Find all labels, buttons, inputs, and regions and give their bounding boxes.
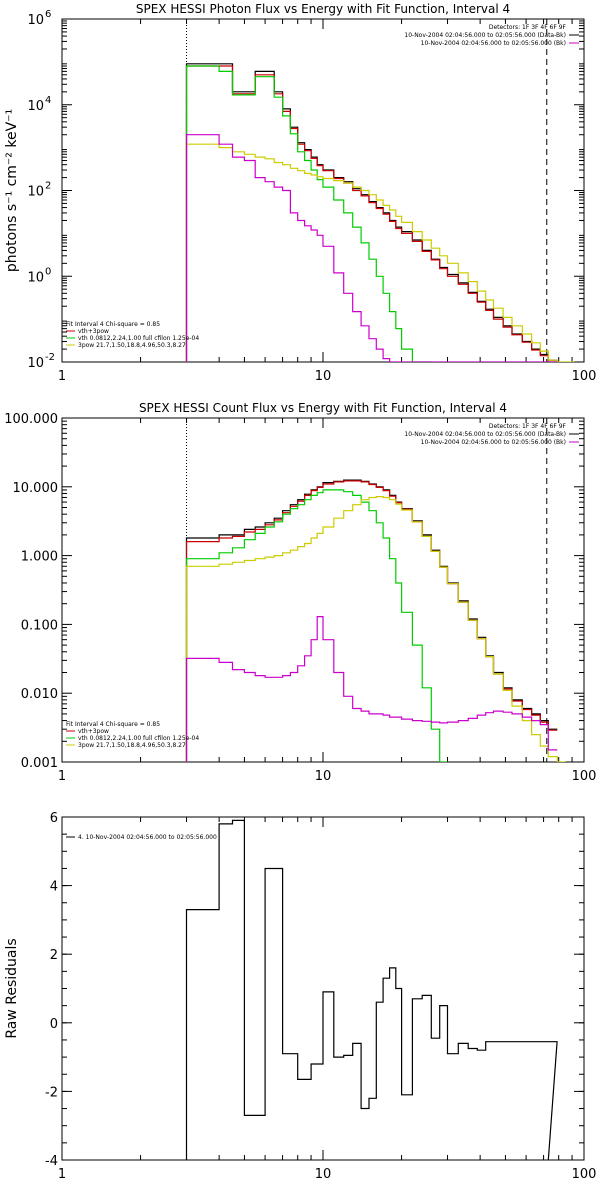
y-tick-label: 0 (50, 1017, 58, 1032)
chart-title: SPEX HESSI Count Flux vs Energy with Fit… (139, 401, 507, 415)
header-text: 10-Nov-2004 02:04:56.000 to 02:05:56.000… (404, 32, 566, 39)
y-tick-label: 0.100 (21, 618, 58, 633)
series-curve-3 (185, 143, 575, 362)
y-tick-label: 2 (50, 948, 58, 963)
x-axis: 1 10 100 (58, 19, 597, 384)
x-axis: 1 10 100 (58, 817, 597, 1182)
y-tick-label: -2 (45, 1085, 58, 1100)
x-tick-label: 1 (58, 1167, 66, 1182)
y-tick-exponent: 0 (45, 266, 51, 277)
legend-text: Fit Interval 4 Chi-square = 0.85 (66, 321, 160, 328)
series-group (185, 63, 575, 362)
x-tick-label: 10 (315, 369, 332, 384)
legend-text: 3pow 21.7,1.50,18.8,4.96,50.3,8.27 (78, 342, 186, 349)
header-text: 10-Nov-2004 02:04:56.000 to 02:05:56.000… (404, 431, 566, 438)
y-tick-exponent: 2 (45, 181, 51, 192)
y-tick-exponent: 6 (45, 9, 51, 20)
y-tick-exponent: -2 (45, 352, 55, 363)
y-tick-label: 10 (27, 185, 44, 200)
y-tick-label: 0.010 (21, 687, 58, 702)
legend-text: vth+3pow (78, 728, 109, 735)
series-data-bk (185, 479, 558, 762)
plot-frame (61, 417, 585, 763)
series-4-10-nov-2004-02-04-56-000-to-02-05-56-000 (185, 819, 558, 1160)
x-tick-label: 100 (572, 1167, 597, 1182)
y-axis-label: photons s⁻¹ cm⁻² keV⁻¹ (4, 109, 20, 272)
x-tick-label: 100 (572, 769, 597, 784)
header-text: Detectors: 1F 3F 4F 6F 9F (489, 423, 567, 430)
legend-text: vth 0.0812,2.24,1.00 full cfilon 1.25e-0… (78, 335, 199, 342)
legend-text: vth 0.0812,2.24,1.00 full cfilon 1.25e-0… (78, 735, 199, 742)
x-tick-label: 10 (315, 769, 332, 784)
y-tick-exponent: 4 (45, 95, 51, 106)
legend-text: vth+3pow (78, 328, 109, 335)
series-bk (185, 616, 558, 762)
chart-title: SPEX HESSI Photon Flux vs Energy with Fi… (136, 2, 510, 16)
y-tick-label: 10 (27, 356, 44, 371)
x-tick-label: 1 (58, 769, 66, 784)
header-text: 10-Nov-2004 02:04:56.000 to 02:05:56.000… (421, 439, 566, 446)
series-group (185, 819, 558, 1160)
plot-frame (61, 816, 585, 1161)
y-tick-label: 10 (27, 270, 44, 285)
plot-frame (61, 18, 585, 363)
y-tick-label: 6 (50, 811, 58, 826)
series-curve-1 (185, 480, 558, 762)
y-tick-label: 10 (27, 13, 44, 28)
y-tick-label: 1.000 (21, 550, 58, 565)
series-data-bk (185, 63, 558, 362)
series-bk (185, 134, 558, 362)
y-axis: -4 -2 0 2 4 6 (45, 811, 584, 1169)
y-tick-label: -4 (45, 1154, 58, 1169)
y-tick-label: 10 (27, 99, 44, 114)
chart-3: 1 10 100 -4 -2 0 2 4 6 Raw Residuals 4. 10-Nov-200… (4, 811, 596, 1182)
legend-text: Fit Interval 4 Chi-square = 0.85 (66, 721, 160, 728)
x-tick-label: 10 (315, 1167, 332, 1182)
legend-text: 4. 10-Nov-2004 02:04:56.000 to 02:05:56.… (78, 834, 217, 841)
series-curve-2 (185, 489, 448, 762)
x-tick-label: 1 (58, 369, 66, 384)
header-text: Detectors: 1F 3F 4F 6F 9F (489, 24, 567, 31)
legend-text: 3pow 21.7,1.50,18.8,4.96,50.3,8.27 (78, 742, 186, 749)
series-curve-3 (185, 496, 566, 762)
header-text: 10-Nov-2004 02:04:56.000 to 02:05:56.000… (421, 40, 566, 47)
y-axis: 0.001 0.010 0.100 1.000 10.000 100.000 (4, 412, 584, 771)
y-tick-label: 4 (50, 880, 58, 895)
y-axis-label: Raw Residuals (4, 938, 20, 1038)
series-group (185, 479, 566, 762)
y-tick-label: 0.001 (21, 756, 58, 771)
y-tick-label: 10.000 (13, 481, 59, 496)
chart-2: SPEX HESSI Count Flux vs Energy with Fit… (4, 401, 596, 784)
x-tick-label: 100 (572, 369, 597, 384)
x-axis: 1 10 100 (58, 418, 597, 784)
chart-1: SPEX HESSI Photon Flux vs Energy with Fi… (4, 2, 596, 384)
series-curve-2 (185, 65, 432, 362)
y-tick-label: 100.000 (4, 412, 58, 427)
